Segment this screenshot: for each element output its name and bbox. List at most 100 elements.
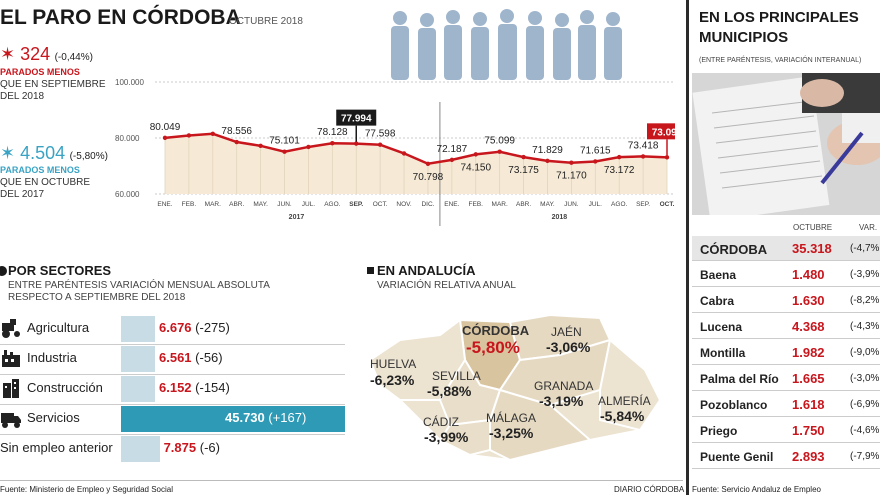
- annual-stat: ✶ 4.504 (-5,80%): [0, 143, 108, 164]
- monthly-desc1: QUE EN SEPTIEMBRE: [0, 79, 106, 90]
- province-value-granada: -3,19%: [539, 393, 584, 409]
- municipio-var: (-9,0%: [850, 347, 880, 358]
- municipios-subtitle: (ENTRE PARÉNTESIS, VARIACIÓN INTERANUAL): [699, 57, 862, 64]
- table-row: Pozoblanco 1.618 (-6,9%: [692, 392, 880, 417]
- unemployment-chart: 60.000 80.000 100.000 80.049 78.556 75.101 78.…: [115, 78, 675, 226]
- province-value-sevilla: -5,88%: [427, 383, 472, 399]
- y-tick-label: 80.000: [115, 134, 140, 143]
- sector-change: (-6): [199, 440, 220, 455]
- municipio-name: Puente Genil: [700, 450, 774, 464]
- sectors-sub2: RESPECTO A SEPTIEMBRE DEL 2018: [8, 292, 186, 303]
- sectors-title: POR SECTORES: [8, 263, 112, 278]
- x-tick-label: JUL.: [589, 201, 603, 208]
- annual-label: PARADOS MENOS: [0, 165, 80, 175]
- data-point: [258, 143, 263, 149]
- page-title: EL PARO EN CÓRDOBA: [0, 6, 241, 29]
- data-point: [425, 161, 431, 166]
- municipio-value: 1.618: [792, 397, 825, 412]
- sector-bar: [121, 436, 160, 462]
- data-point: [593, 159, 598, 164]
- sector-bar: [121, 376, 155, 402]
- data-label: 77.994: [341, 114, 372, 125]
- x-tick-label: SEP.: [349, 201, 363, 208]
- monthly-desc2: DEL 2018: [0, 91, 45, 102]
- data-point: [354, 141, 359, 146]
- column-header-octubre: OCTUBRE: [793, 223, 833, 232]
- province-name-malaga: MÁLAGA: [486, 411, 537, 425]
- sector-value-num: 6.676: [159, 320, 192, 335]
- province-value-cadiz: -3,99%: [424, 429, 469, 445]
- building-icon: [3, 379, 19, 398]
- municipio-value: 1.982: [792, 345, 825, 360]
- sector-name: Construcción: [27, 380, 103, 395]
- data-point: [497, 149, 502, 154]
- divider: [0, 434, 345, 435]
- data-label: 75.099: [484, 136, 515, 147]
- province-value-cordoba: -5,80%: [466, 338, 520, 357]
- data-point: [545, 158, 550, 164]
- sector-row-construccion: Construcción 6.152 (-154): [0, 374, 350, 402]
- x-tick-label: FEB.: [469, 201, 484, 208]
- data-label: 71.615: [580, 145, 611, 156]
- form-filling-photo-icon: [692, 73, 880, 215]
- province-name-sevilla: SEVILLA: [432, 369, 481, 383]
- x-tick-label: SEP.: [636, 201, 650, 208]
- province-name-jaen: JAÉN: [551, 325, 582, 339]
- y-tick-label: 100.000: [115, 78, 144, 87]
- municipios-title-line2: MUNICIPIOS: [699, 29, 789, 46]
- municipio-name: Baena: [700, 268, 737, 282]
- sector-change: (-154): [195, 380, 230, 395]
- year-label: 2018: [552, 214, 568, 221]
- table-row: Cabra 1.630 (-8,2%: [692, 288, 880, 313]
- municipio-var: (-7,9%: [850, 451, 880, 462]
- footer-divider: [0, 480, 683, 481]
- municipio-name: Priego: [700, 424, 738, 438]
- annual-desc1: QUE EN OCTUBRE: [0, 177, 91, 188]
- data-point: [616, 154, 622, 160]
- monthly-value: 324: [20, 44, 51, 64]
- sector-value: 7.875 (-6): [164, 440, 220, 455]
- municipio-var: (-4,6%: [850, 425, 880, 436]
- andalucia-map: [368, 313, 662, 462]
- region-almeria: [599, 338, 662, 432]
- x-tick-label: AGO.: [324, 201, 340, 208]
- sectors-list: Agricultura 6.676 (-275) Industria 6.561…: [0, 314, 350, 464]
- factory-icon: [2, 350, 20, 367]
- data-label: 70.798: [413, 172, 444, 183]
- right-panel: EN LOS PRINCIPALES MUNICIPIOS (ENTRE PAR…: [686, 0, 880, 495]
- series-line: [164, 132, 668, 166]
- data-point: [664, 155, 670, 160]
- people-silhouette-icon: [391, 9, 622, 80]
- sector-change: (-275): [195, 320, 230, 335]
- sector-value-num: 6.152: [159, 380, 192, 395]
- municipio-value: 4.368: [792, 319, 825, 334]
- page-date: OCTUBRE 2018: [229, 16, 303, 27]
- sector-row-servicios: Servicios 45.730 (+167): [0, 404, 350, 432]
- x-tick-label: MAY.: [540, 201, 555, 208]
- monthly-label: PARADOS MENOS: [0, 67, 80, 77]
- municipio-value: 1.480: [792, 267, 825, 282]
- x-tick-label: FEB.: [182, 201, 197, 208]
- data-label: 73.418: [628, 140, 659, 151]
- monthly-stat: ✶ 324 (-0,44%): [0, 44, 93, 65]
- andalucia-subtitle: VARIACIÓN RELATIVA ANUAL: [377, 280, 516, 291]
- x-tick-label: MAR.: [492, 201, 508, 208]
- municipio-name: Palma del Río: [700, 372, 779, 386]
- data-label: 71.829: [532, 145, 563, 156]
- bullet-icon: [0, 266, 7, 276]
- annual-value: 4.504: [20, 143, 66, 163]
- province-name-granada: GRANADA: [534, 379, 594, 393]
- y-tick-label: 60.000: [115, 190, 140, 199]
- municipio-var: (-3,0%: [850, 373, 880, 384]
- data-point: [186, 133, 192, 138]
- province-name-cadiz: CÁDIZ: [423, 415, 459, 429]
- municipio-var: (-6,9%: [850, 399, 880, 410]
- down-arrow-icon: ✶: [0, 44, 21, 64]
- x-tick-label: JUL.: [302, 201, 316, 208]
- bullet-icon: [367, 267, 374, 274]
- municipio-value: 1.630: [792, 293, 825, 308]
- divider: [0, 344, 345, 345]
- municipio-name: Pozoblanco: [700, 398, 768, 412]
- sector-change: (+167): [268, 410, 307, 425]
- data-point: [521, 154, 526, 160]
